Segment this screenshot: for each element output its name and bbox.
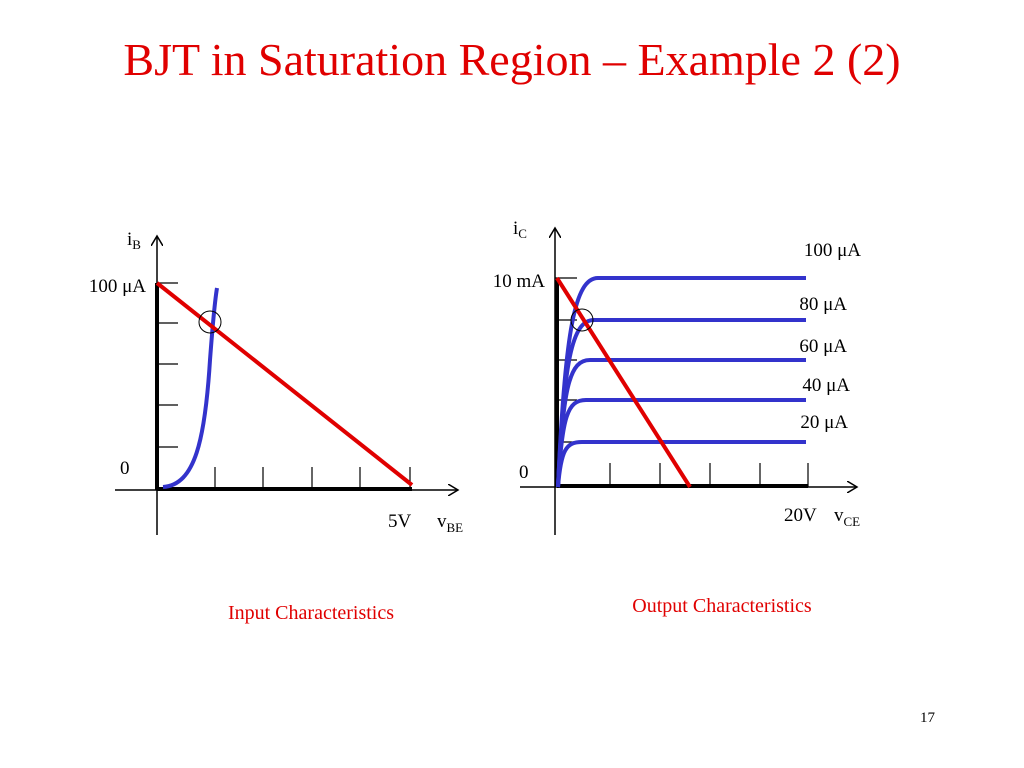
output-curves — [556, 276, 806, 488]
x-max-label: 5V — [388, 511, 412, 532]
title-box: BJT in Saturation Region – Example 2 (2) — [123, 34, 901, 85]
output-plot: iC 10 mA 0 20V vCE 100 μA 80 μA 60 μA 40… — [493, 218, 862, 617]
origin-label: 0 — [120, 458, 130, 479]
x-axis-label: vCE — [834, 505, 860, 529]
load-line — [155, 281, 414, 487]
caption: Output Characteristics — [632, 595, 812, 617]
caption: Input Characteristics — [228, 602, 394, 624]
x-max-label: 20V — [784, 505, 817, 526]
curve-label: 80 μA — [799, 294, 847, 315]
input-plot: iB 100 μA 0 5V vBE Input Characteristics — [89, 229, 463, 624]
subscript: BE — [447, 520, 464, 535]
curve-label: 20 μA — [800, 412, 848, 433]
curve-label: 100 μA — [804, 240, 861, 261]
y-axis-label: iB — [127, 229, 141, 252]
symbol: v — [437, 511, 447, 532]
curve-label: 60 μA — [799, 336, 847, 357]
symbol: i — [513, 218, 518, 239]
y-axis-label: iC — [513, 218, 527, 241]
q-point — [198, 310, 222, 334]
y-max-label: 10 mA — [493, 271, 546, 292]
title: BJT in Saturation Region – Example 2 (2) — [123, 34, 901, 85]
ticks — [157, 282, 411, 490]
ticks — [555, 277, 809, 487]
origin-label: 0 — [519, 462, 529, 483]
subscript: C — [518, 226, 527, 241]
q-point — [570, 308, 594, 332]
symbol: v — [834, 505, 844, 526]
subscript: CE — [844, 514, 861, 529]
y-max-label: 100 μA — [89, 276, 146, 297]
subscript: B — [132, 237, 141, 252]
input-curve — [162, 287, 219, 489]
load-line — [555, 276, 692, 489]
curve-label: 40 μA — [802, 375, 850, 396]
symbol: i — [127, 229, 132, 250]
x-axis-label: vBE — [437, 511, 463, 535]
page-number: 17 — [920, 710, 936, 726]
